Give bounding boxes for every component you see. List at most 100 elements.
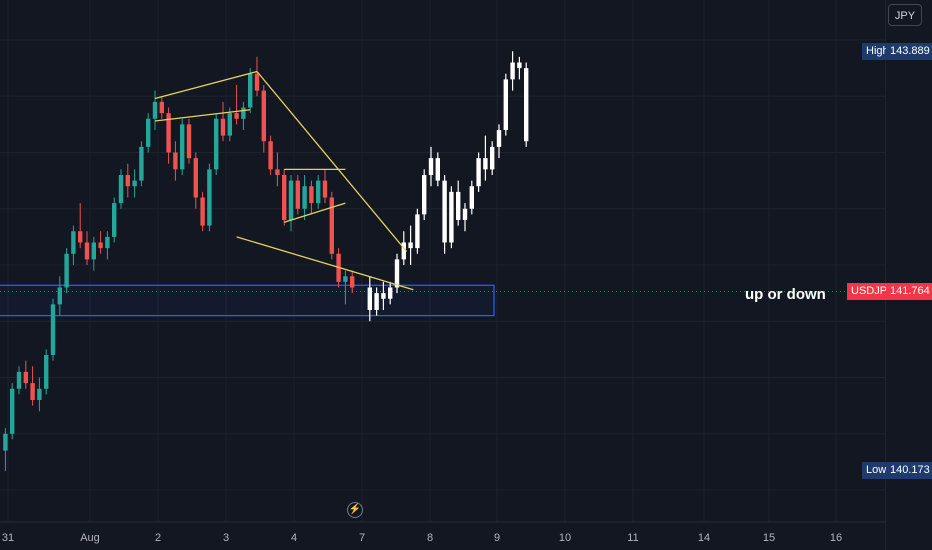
candle-body bbox=[220, 118, 226, 136]
candle-body bbox=[261, 90, 266, 142]
projection-body bbox=[524, 68, 529, 142]
candle-body bbox=[10, 388, 15, 434]
symbol-name-tag: USDJPY bbox=[847, 283, 899, 300]
pattern-trendline bbox=[256, 71, 408, 252]
pattern-trendline bbox=[236, 236, 414, 291]
projection-body bbox=[401, 242, 406, 260]
candle-body bbox=[302, 186, 307, 209]
candle-body bbox=[275, 169, 280, 175]
candle-body bbox=[193, 158, 198, 198]
candle-body bbox=[186, 124, 192, 159]
annotation-text: up or down bbox=[745, 286, 826, 303]
candle-body bbox=[3, 433, 8, 451]
candle-body bbox=[329, 197, 334, 254]
candle-body bbox=[295, 180, 300, 209]
pattern-trendline bbox=[284, 202, 346, 223]
candle-body bbox=[166, 113, 171, 153]
lightning-icon[interactable]: ⚡ bbox=[347, 502, 363, 518]
high-label-value: 143.889 bbox=[890, 45, 930, 57]
time-tick-label: Aug bbox=[80, 532, 100, 544]
candle-body bbox=[214, 118, 219, 170]
support-zone bbox=[0, 284, 495, 317]
time-tick-label: 10 bbox=[559, 532, 571, 544]
current-price-tag: 141.764 bbox=[886, 283, 932, 300]
candle-body bbox=[282, 175, 287, 220]
candle-body bbox=[254, 73, 260, 91]
candle-body bbox=[125, 175, 130, 187]
candle-body bbox=[112, 203, 117, 237]
pattern-trendline bbox=[154, 109, 251, 122]
candle-body bbox=[322, 180, 328, 198]
high-label-name: High bbox=[866, 45, 889, 57]
low-value-tag: 140.173 bbox=[886, 462, 932, 479]
price-scale[interactable] bbox=[886, 0, 932, 550]
projection-body bbox=[394, 259, 400, 288]
candle-body bbox=[234, 113, 239, 119]
candle-body bbox=[350, 276, 355, 288]
candle-body bbox=[207, 169, 212, 226]
projection-body bbox=[469, 186, 474, 209]
projection-body bbox=[374, 293, 379, 310]
candle-body bbox=[50, 304, 56, 355]
time-tick-label: 9 bbox=[494, 532, 500, 544]
projection-body bbox=[428, 158, 434, 175]
projection-body bbox=[517, 62, 522, 69]
candle-body bbox=[64, 253, 69, 288]
projection-body bbox=[422, 175, 427, 215]
candle-body bbox=[30, 383, 35, 400]
candle-body bbox=[139, 146, 144, 181]
projection-body bbox=[415, 214, 420, 249]
projection-body bbox=[456, 191, 461, 220]
time-tick-label: 14 bbox=[698, 532, 710, 544]
candle-body bbox=[268, 141, 273, 170]
candle-body bbox=[173, 152, 178, 170]
time-tick-label: 7 bbox=[359, 532, 365, 544]
projection-body bbox=[490, 146, 495, 170]
time-tick-label: 4 bbox=[291, 532, 297, 544]
candle-body bbox=[248, 73, 253, 108]
time-tick-label: 2 bbox=[155, 532, 161, 544]
candle-body bbox=[180, 124, 185, 170]
projection-body bbox=[408, 242, 413, 249]
candle-body bbox=[84, 242, 90, 260]
projection-body bbox=[381, 293, 386, 299]
low-label-name: Low bbox=[866, 464, 887, 476]
projection-body bbox=[442, 180, 447, 243]
pattern-trendline bbox=[154, 70, 258, 100]
symbol-name: USDJPY bbox=[851, 285, 895, 297]
candle-body bbox=[200, 197, 205, 226]
candle-body bbox=[23, 371, 28, 384]
time-tick-label: 3 bbox=[223, 532, 229, 544]
candle-body bbox=[16, 371, 22, 389]
time-tick-label: 31 bbox=[2, 532, 14, 544]
candle-body bbox=[98, 242, 103, 249]
candle-body bbox=[146, 118, 151, 147]
high-label: High bbox=[862, 43, 893, 60]
candle-body bbox=[241, 107, 246, 119]
projection-body bbox=[462, 208, 468, 220]
candle-body bbox=[343, 276, 348, 282]
low-label-value: 140.173 bbox=[890, 464, 930, 476]
time-tick-label: 8 bbox=[427, 532, 433, 544]
current-price-value: 141.764 bbox=[890, 285, 930, 297]
candle-body bbox=[159, 101, 164, 114]
projection-body bbox=[503, 79, 508, 130]
candle-body bbox=[91, 242, 96, 260]
candle-body bbox=[37, 388, 42, 400]
projection-body bbox=[367, 287, 372, 310]
currency-button[interactable]: JPY bbox=[888, 4, 922, 26]
candle-body bbox=[288, 180, 294, 220]
candle-body bbox=[118, 175, 124, 204]
candle-body bbox=[309, 186, 314, 204]
time-tick-label: 16 bbox=[830, 532, 842, 544]
projection-body bbox=[510, 62, 515, 80]
time-tick-label: 15 bbox=[763, 532, 775, 544]
projection-body bbox=[435, 158, 440, 181]
high-value-tag: 143.889 bbox=[886, 43, 932, 60]
candle-body bbox=[57, 287, 62, 305]
candle-body bbox=[132, 180, 137, 187]
candle-body bbox=[316, 180, 321, 204]
projection-body bbox=[476, 158, 481, 187]
candle-body bbox=[78, 231, 83, 243]
